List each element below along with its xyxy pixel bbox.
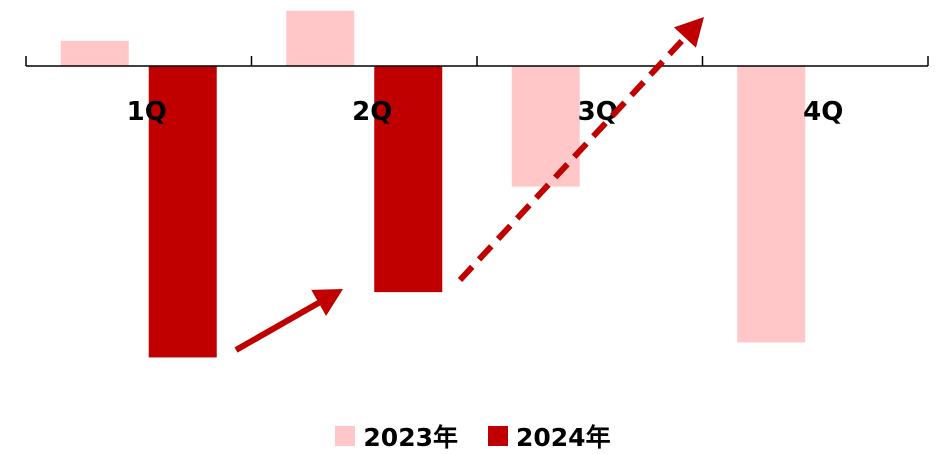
- legend-swatch-2023: [335, 426, 356, 446]
- x-tick-label-1Q: 1Q: [127, 97, 167, 127]
- legend: 2023年 2024年: [0, 418, 946, 454]
- bar-2023年-3Q: [511, 66, 580, 187]
- legend-item-2024: 2024年: [488, 418, 611, 454]
- x-tick-label-2Q: 2Q: [352, 97, 392, 127]
- legend-label-2023: 2023年: [363, 423, 458, 452]
- x-tick-labels: 1Q 2Q 3Q 4Q: [127, 97, 844, 127]
- x-axis: [25, 56, 929, 67]
- bar-2023年-4Q: [737, 66, 806, 343]
- bar-2024年-2Q: [374, 66, 443, 293]
- trend-arrow-solid-shaft: [234, 299, 322, 353]
- bar-2023年-2Q: [286, 10, 355, 67]
- legend-label-2024: 2024年: [516, 423, 611, 452]
- legend-swatch-2024: [488, 426, 508, 446]
- x-tick-label-4Q: 4Q: [803, 97, 843, 127]
- trend-arrow-dashed: [457, 17, 704, 283]
- bars-layer: [60, 10, 806, 358]
- legend-item-2023: 2023年: [335, 418, 458, 454]
- trend-arrow-solid-head: [311, 289, 343, 316]
- bar-2023年-1Q: [60, 40, 129, 66]
- trend-arrow-solid: [234, 289, 343, 353]
- bar-2024年-1Q: [148, 66, 217, 358]
- trend-arrows: [234, 17, 704, 353]
- trend-arrow-dashed-head: [673, 17, 704, 48]
- x-tick-label-3Q: 3Q: [578, 97, 618, 127]
